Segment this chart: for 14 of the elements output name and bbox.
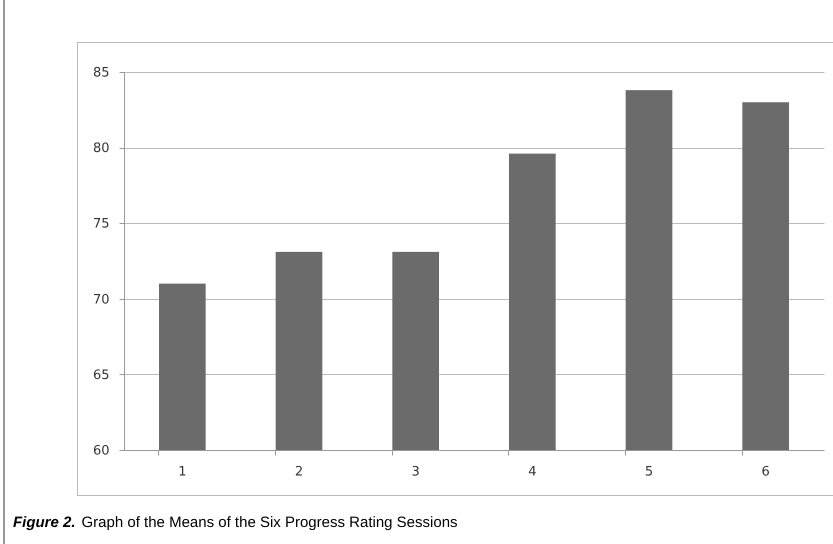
y-tick-label: 60 [92,444,110,458]
y-tick-label: 85 [92,66,110,80]
y-tick-label: 70 [92,292,110,308]
text: Figure 2. [13,514,76,531]
x-tick-label: 6 [762,464,770,480]
x-tick-label: 4 [528,464,536,480]
text: Graph of the Means of the Six Progress Rating Sessions [82,514,458,531]
y-tick-label: 80 [92,141,110,156]
x-tick-label: 3 [412,464,420,480]
y-tick-label: 65 [92,368,110,383]
x-tick-label: 2 [294,464,304,480]
x-tick-label: 1 [178,464,186,480]
y-tick-label: 75 [92,216,110,232]
x-tick-label: 5 [644,464,654,480]
